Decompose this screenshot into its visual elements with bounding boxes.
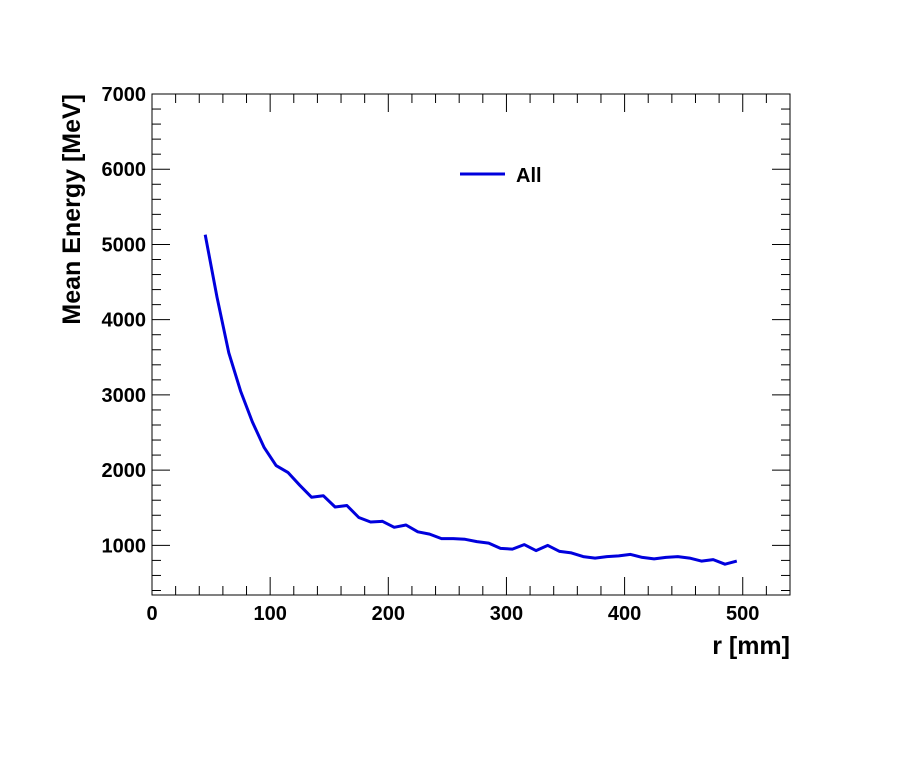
y-tick-label: 5000 <box>102 234 147 256</box>
series-line-all <box>203 234 738 566</box>
x-tick-label: 300 <box>490 603 523 625</box>
axis-ticks <box>151 93 791 595</box>
y-tick-label: 4000 <box>102 310 147 332</box>
y-tick-label: 2000 <box>102 460 147 482</box>
legend: All <box>460 165 542 187</box>
x-tick-label: 0 <box>146 603 157 625</box>
x-tick-label: 400 <box>608 603 641 625</box>
series-layer <box>203 234 738 566</box>
y-tick-label: 1000 <box>102 535 147 557</box>
y-tick-label: 3000 <box>102 385 147 407</box>
x-axis-tick-labels: 0 100 200 300 400 500 <box>146 603 759 625</box>
x-tick-label: 100 <box>253 603 286 625</box>
y-tick-label: 6000 <box>102 159 147 181</box>
x-tick-label: 200 <box>372 603 405 625</box>
y-tick-label: 7000 <box>102 84 147 106</box>
x-tick-label: 500 <box>726 603 759 625</box>
legend-label-all: All <box>516 165 542 187</box>
plot-frame <box>151 93 791 596</box>
x-axis-title: r [mm] <box>712 632 790 660</box>
y-axis-tick-labels: 1000 2000 3000 4000 5000 6000 7000 <box>102 84 147 557</box>
y-axis-title: Mean Energy [MeV] <box>58 94 86 325</box>
